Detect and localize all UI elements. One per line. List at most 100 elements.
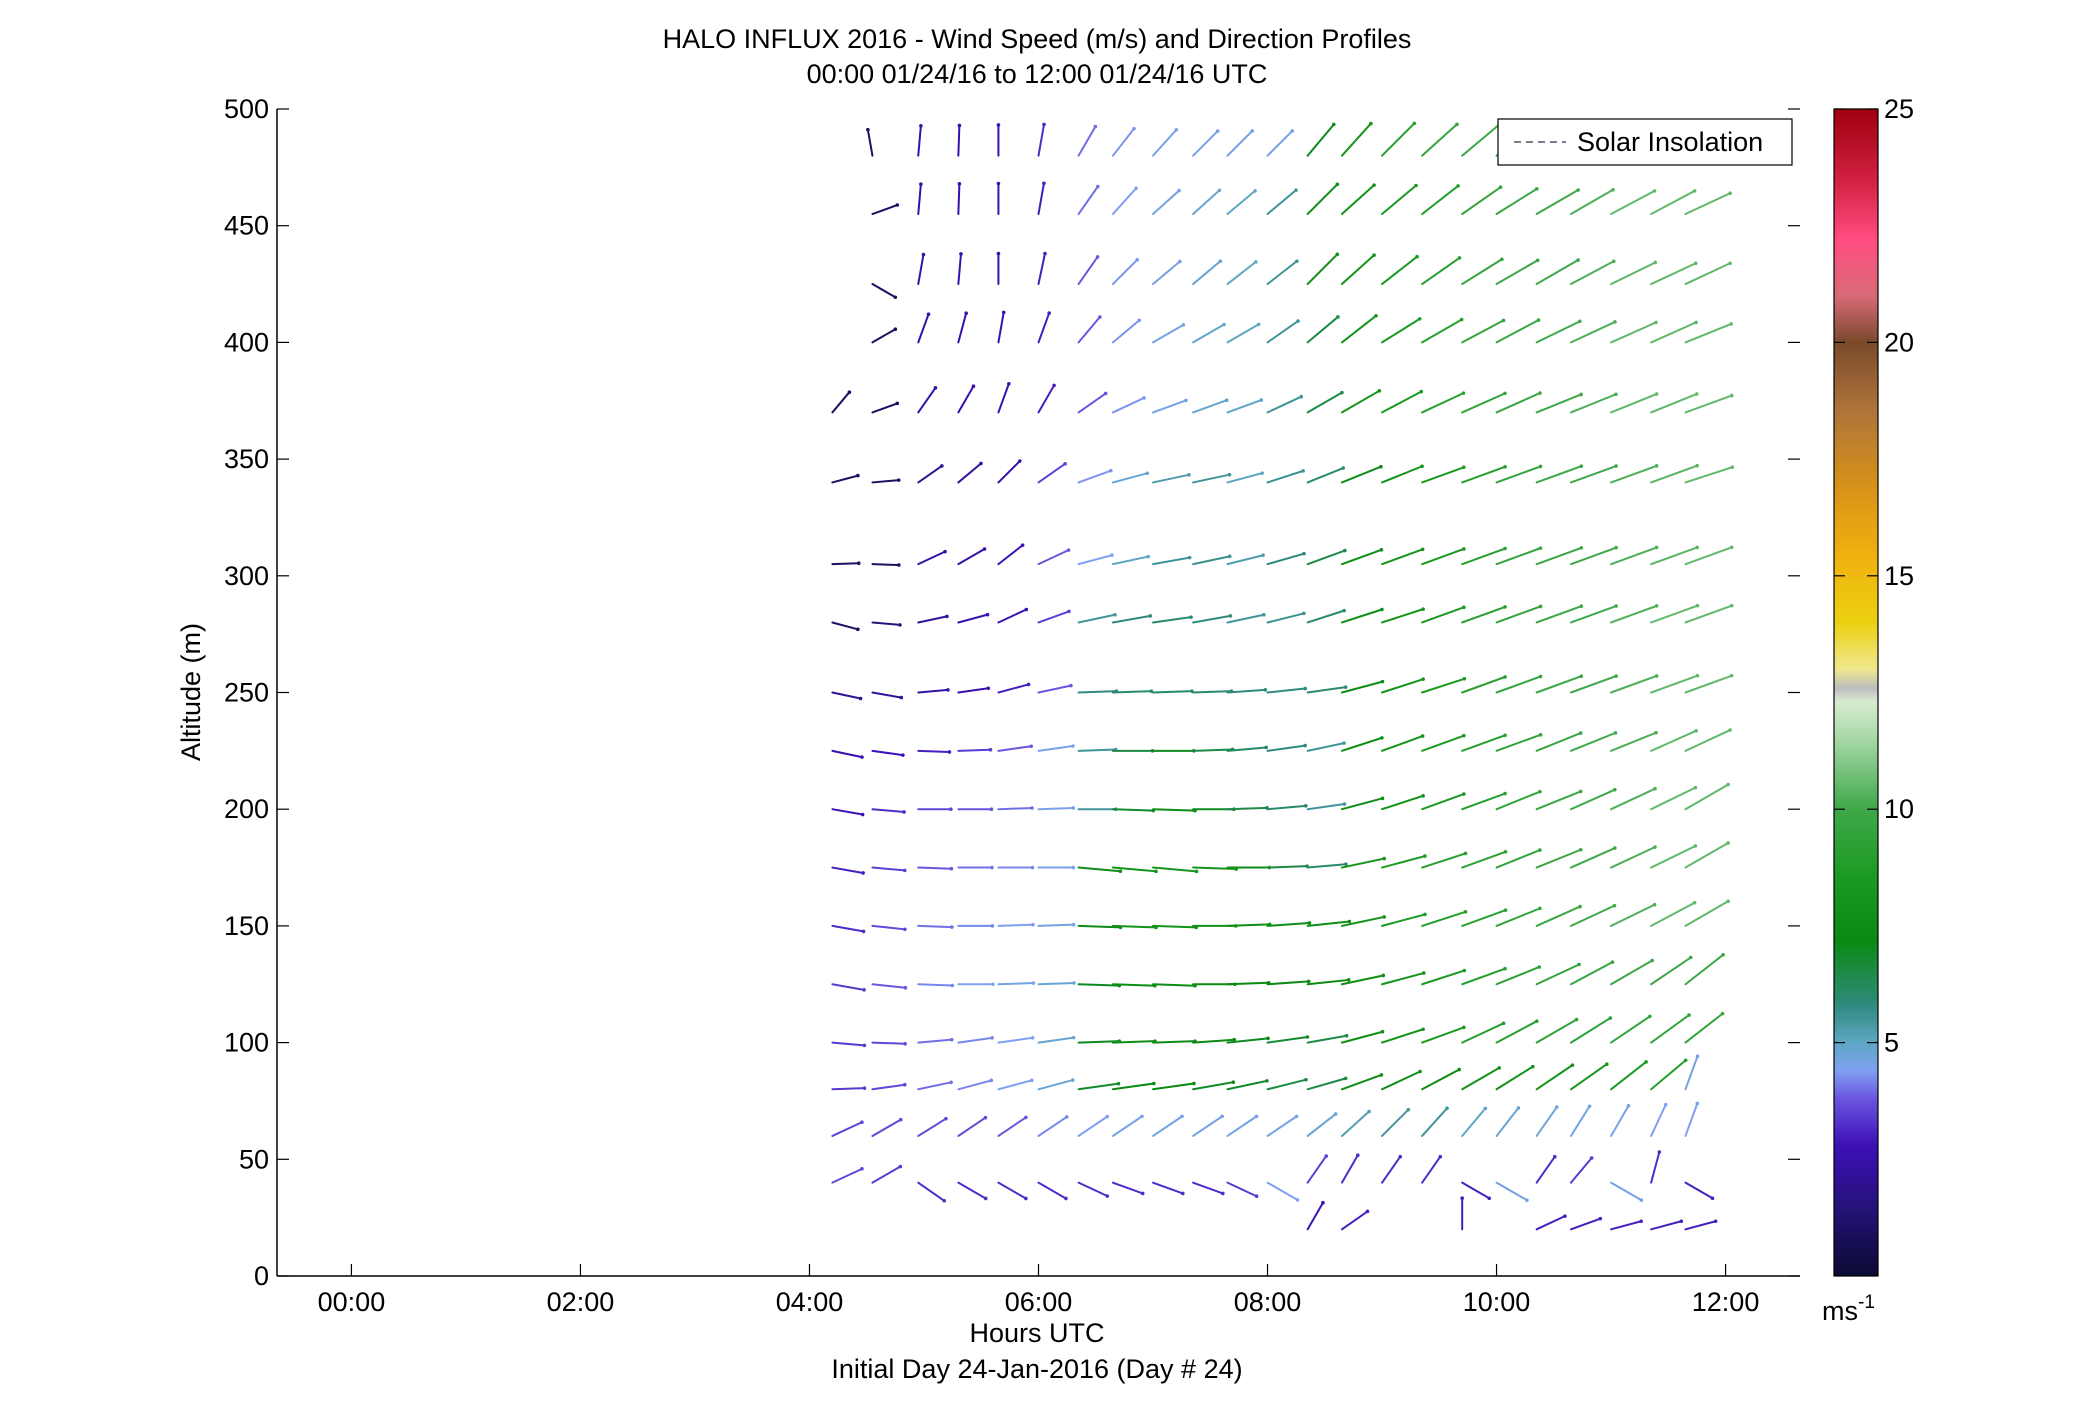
- wind-barb: [1152, 189, 1181, 216]
- wind-barb-tip: [1305, 1035, 1310, 1039]
- wind-barb: [1684, 192, 1732, 216]
- wind-barb: [1111, 1115, 1143, 1137]
- wind-barb: [1340, 1154, 1359, 1184]
- wind-barb: [1610, 464, 1658, 484]
- wind-barb: [1650, 1103, 1667, 1137]
- wind-barb: [957, 1116, 987, 1137]
- wind-barb: [1037, 1079, 1074, 1091]
- wind-barb: [1461, 850, 1507, 869]
- wind-barb: [1650, 1059, 1687, 1091]
- wind-barb: [1650, 262, 1697, 286]
- wind-barb: [831, 1167, 863, 1184]
- wind-barb: [1569, 675, 1618, 694]
- wind-barb-tip: [901, 753, 905, 757]
- wind-barb-tip: [1639, 1198, 1644, 1202]
- wind-barb: [1421, 677, 1466, 694]
- wind-barb-tip: [1457, 1067, 1461, 1072]
- wind-barb: [1381, 794, 1425, 811]
- wind-barb-tip: [1218, 259, 1223, 264]
- wind-barb: [1152, 924, 1198, 929]
- wind-barb-tip: [1578, 904, 1582, 909]
- wind-barb-tip: [1135, 257, 1140, 262]
- wind-barb: [1495, 1020, 1538, 1044]
- wind-barb-tip: [1140, 1114, 1144, 1119]
- wind-barb-tip: [1535, 1019, 1539, 1023]
- wind-barb: [1077, 866, 1122, 873]
- wind-barb-tip: [1105, 1194, 1110, 1198]
- wind-barb-tip: [1552, 1154, 1557, 1159]
- wind-barb: [1495, 1065, 1534, 1091]
- colorbar-tick-label: 20: [1884, 327, 1914, 357]
- wind-barb: [1535, 465, 1583, 484]
- wind-barb-tip: [1340, 390, 1344, 395]
- wind-barb: [1381, 465, 1424, 484]
- colorbar-tick-label: 15: [1884, 561, 1914, 591]
- wind-barb: [1266, 1181, 1299, 1201]
- wind-barb-tip: [1456, 184, 1460, 188]
- wind-barb-tip: [1445, 1106, 1449, 1111]
- y-tick-label: 0: [254, 1261, 269, 1291]
- wind-barb: [1192, 130, 1219, 157]
- wind-barb: [1226, 1115, 1258, 1137]
- wind-barb: [1037, 982, 1075, 986]
- wind-barb: [997, 923, 1034, 927]
- chart-title: HALO INFLUX 2016 - Wind Speed (m/s) and …: [663, 24, 1412, 54]
- wind-barb-tip: [1220, 1114, 1224, 1119]
- wind-barb: [831, 983, 866, 991]
- wind-barb-tip: [1614, 392, 1618, 397]
- wind-barb-tip: [902, 810, 906, 814]
- wind-barb-tip: [1421, 971, 1426, 975]
- wind-barb-tip: [1501, 1021, 1506, 1026]
- wind-barb: [1461, 392, 1506, 414]
- wind-barb: [1650, 674, 1699, 694]
- wind-barb-tip: [1644, 1060, 1648, 1064]
- wind-barb-tip: [1302, 551, 1306, 556]
- wind-barb: [1650, 321, 1698, 344]
- wind-barb: [866, 128, 874, 157]
- wind-barb-tip: [1299, 394, 1304, 399]
- wind-barb: [1495, 547, 1542, 566]
- wind-barb-tip: [1187, 555, 1192, 560]
- wind-barb: [1111, 319, 1141, 344]
- wind-barb: [1152, 399, 1187, 414]
- wind-barb-tip: [1614, 545, 1618, 550]
- x-tick-label: 10:00: [1463, 1287, 1531, 1317]
- wind-barb: [1306, 920, 1351, 927]
- wind-barb: [997, 382, 1010, 414]
- wind-barb: [831, 562, 860, 566]
- colorbar-unit: ms-1: [1822, 1292, 1875, 1326]
- wind-barb-tip: [1610, 960, 1615, 964]
- wind-barb: [1306, 686, 1347, 694]
- wind-barb: [1421, 184, 1460, 216]
- wind-barb: [1650, 844, 1697, 869]
- wind-barb: [1037, 684, 1072, 694]
- wind-barbs: [831, 121, 1735, 1231]
- wind-barb: [957, 462, 982, 484]
- wind-barb: [1306, 123, 1335, 157]
- wind-barb: [1535, 259, 1580, 286]
- wind-barb: [1306, 609, 1346, 624]
- wind-barb: [1266, 804, 1307, 811]
- wind-barb-tip: [1290, 129, 1295, 133]
- wind-barb: [1495, 733, 1542, 752]
- wind-barb-tip: [1420, 734, 1425, 738]
- wind-barb-tip: [1462, 1025, 1466, 1030]
- wind-barb-tip: [1380, 1029, 1385, 1034]
- wind-barb: [1650, 1014, 1690, 1044]
- wind-barb-tip: [964, 311, 968, 315]
- wind-barb: [1266, 1115, 1298, 1137]
- wind-barb-tip: [1303, 743, 1307, 748]
- wind-barb-tip: [898, 1164, 903, 1169]
- wind-barb: [1381, 1155, 1402, 1184]
- wind-barb: [1266, 1035, 1309, 1044]
- wind-barb: [1192, 555, 1231, 566]
- wind-barb: [1226, 688, 1267, 694]
- wind-barb: [871, 924, 906, 931]
- wind-barb-tip: [1613, 731, 1618, 735]
- wind-barb: [1226, 923, 1271, 927]
- wind-barb: [1535, 905, 1582, 927]
- wind-barb: [831, 1121, 863, 1137]
- wind-barb-tip: [1346, 978, 1351, 982]
- wind-barb-tip: [959, 252, 963, 256]
- wind-barb-tip: [1713, 1219, 1718, 1224]
